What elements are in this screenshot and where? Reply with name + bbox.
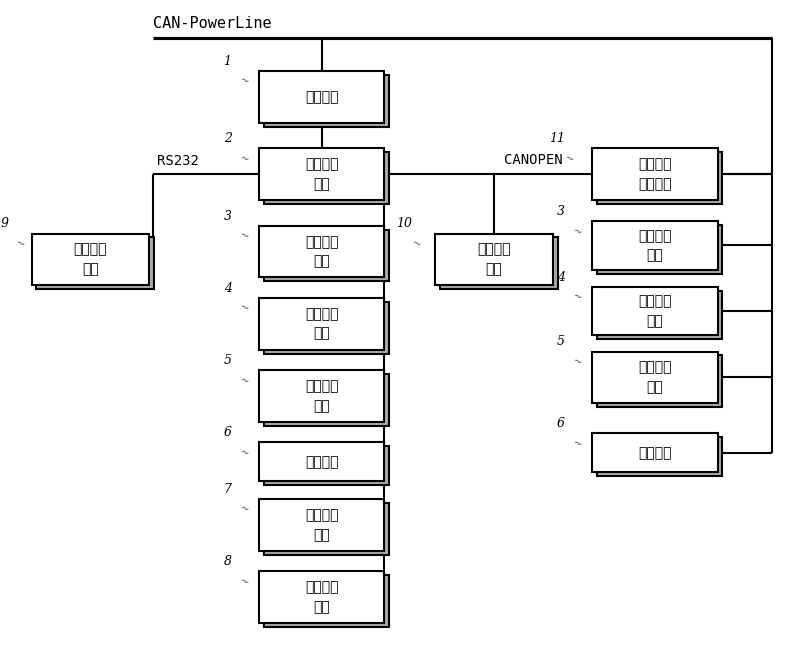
Text: ~: ~: [563, 153, 575, 166]
Text: 门控单元: 门控单元: [638, 446, 671, 460]
Text: ~: ~: [410, 238, 422, 251]
Text: 事件记录
单元: 事件记录 单元: [305, 580, 338, 614]
Text: 智能显示
单元: 智能显示 单元: [74, 243, 107, 276]
Text: 辅助控制
单元: 辅助控制 单元: [638, 295, 671, 328]
Bar: [259, 226, 384, 278]
Text: ~: ~: [571, 438, 583, 451]
Bar: [440, 238, 558, 289]
Text: 6: 6: [224, 426, 232, 440]
Text: 门控单元: 门控单元: [305, 455, 338, 469]
Bar: [592, 149, 718, 200]
Bar: [263, 75, 389, 126]
Text: 2: 2: [224, 132, 232, 145]
Bar: [597, 355, 722, 407]
Text: CANOPEN: CANOPEN: [504, 153, 562, 166]
Text: ~: ~: [238, 76, 250, 88]
Bar: [597, 438, 722, 476]
Text: 9: 9: [0, 217, 8, 230]
Text: 制动控制
单元: 制动控制 单元: [478, 243, 511, 276]
Text: ~: ~: [238, 375, 250, 388]
Bar: [259, 571, 384, 623]
Text: ~: ~: [238, 504, 250, 517]
Text: 旅客信息
系统: 旅客信息 系统: [305, 508, 338, 542]
Bar: [263, 230, 389, 281]
Text: 车辆控制
单元: 车辆控制 单元: [305, 157, 338, 191]
Text: CAN-PowerLine: CAN-PowerLine: [153, 16, 272, 31]
Bar: [597, 152, 722, 204]
Bar: [263, 503, 389, 555]
Text: 重联网关: 重联网关: [305, 90, 338, 104]
Bar: [259, 298, 384, 349]
Bar: [597, 291, 722, 340]
Text: ~: ~: [571, 291, 583, 304]
Text: ~: ~: [238, 303, 250, 315]
Bar: [597, 225, 722, 274]
Text: 4: 4: [224, 282, 232, 295]
Bar: [263, 302, 389, 353]
Text: 7: 7: [224, 483, 232, 496]
Text: 11: 11: [549, 132, 565, 145]
Bar: [592, 287, 718, 336]
Text: 6: 6: [557, 417, 565, 430]
Text: 5: 5: [557, 336, 565, 348]
Text: ~: ~: [14, 238, 26, 251]
Text: 8: 8: [224, 555, 232, 569]
Bar: [31, 234, 149, 285]
Bar: [263, 374, 389, 426]
Text: 5: 5: [224, 354, 232, 367]
Bar: [259, 442, 384, 481]
Bar: [263, 446, 389, 485]
Text: 1: 1: [224, 55, 232, 68]
Text: 空调控制
单元: 空调控制 单元: [305, 379, 338, 413]
Text: 牵引控制
单元: 牵引控制 单元: [638, 229, 671, 263]
Bar: [592, 351, 718, 403]
Bar: [259, 370, 384, 422]
Bar: [263, 575, 389, 627]
Text: RS232: RS232: [157, 154, 199, 168]
Bar: [592, 221, 718, 270]
Text: 远程输入
输出模块: 远程输入 输出模块: [638, 157, 671, 191]
Text: 辅助控制
单元: 辅助控制 单元: [305, 307, 338, 341]
Text: 4: 4: [557, 271, 565, 284]
Text: 空调控制
单元: 空调控制 单元: [638, 361, 671, 394]
Bar: [259, 499, 384, 551]
Text: ~: ~: [238, 230, 250, 243]
Text: ~: ~: [238, 576, 250, 588]
Bar: [435, 234, 553, 285]
Text: ~: ~: [238, 153, 250, 166]
Bar: [592, 434, 718, 472]
Text: ~: ~: [571, 226, 583, 238]
Text: 3: 3: [224, 210, 232, 222]
Bar: [263, 152, 389, 204]
Text: ~: ~: [571, 356, 583, 368]
Text: ~: ~: [238, 447, 250, 459]
Bar: [259, 71, 384, 122]
Bar: [259, 149, 384, 200]
Bar: [36, 238, 154, 289]
Text: 10: 10: [396, 217, 412, 230]
Text: 牵引控制
单元: 牵引控制 单元: [305, 235, 338, 268]
Text: 3: 3: [557, 205, 565, 218]
